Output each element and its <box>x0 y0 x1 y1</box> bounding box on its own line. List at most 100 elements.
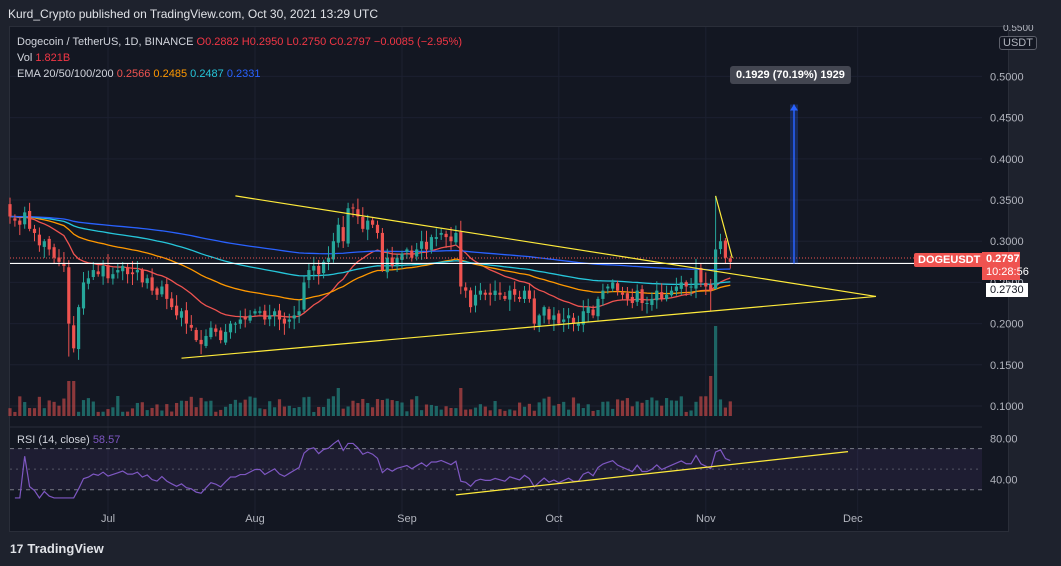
candle-body <box>307 270 311 281</box>
volume-bar <box>718 399 723 416</box>
volume-bar <box>375 399 380 416</box>
candle-body <box>616 283 620 291</box>
volume-bar <box>77 411 81 416</box>
volume-bar <box>380 399 384 416</box>
ema200-line <box>9 215 731 271</box>
candle-body <box>62 263 66 266</box>
candle-body <box>165 284 169 299</box>
candle-body <box>503 296 507 299</box>
rsi-layer[interactable]: 80.00 40.00 <box>10 433 1018 499</box>
time-tick-label: Aug <box>245 513 265 525</box>
volume-bar <box>581 408 585 416</box>
ema-label[interactable]: EMA 20/50/100/200 <box>17 68 114 80</box>
candle-body <box>375 224 380 233</box>
candle-body <box>8 204 12 217</box>
candle-body <box>645 303 649 305</box>
candle-body <box>32 228 37 233</box>
candle-body <box>317 265 321 275</box>
volume-bar <box>611 408 615 416</box>
candle-body <box>121 265 125 272</box>
candle-body <box>405 249 409 252</box>
volume-bar <box>116 396 120 416</box>
volume-bar <box>371 407 375 416</box>
time-tick-label: Nov <box>696 513 716 525</box>
volume-bar <box>640 402 644 416</box>
currency-unit-button[interactable]: USDT <box>999 36 1037 50</box>
volume-bar <box>253 397 257 416</box>
candle-body <box>81 282 86 309</box>
candle-body <box>469 290 473 308</box>
volume-bar <box>571 397 576 416</box>
candle-body <box>547 309 551 320</box>
volume-bar <box>130 408 135 416</box>
candle-body <box>175 305 179 316</box>
measure-label[interactable]: 0.1929 (70.19%) 1929 <box>730 66 851 84</box>
candle-body <box>371 220 375 225</box>
symbol-name[interactable]: Dogecoin / TetherUS, 1D, BINANCE <box>17 36 194 48</box>
volume-bar <box>361 398 365 416</box>
candle-body <box>527 290 531 299</box>
volume-bar <box>660 405 664 416</box>
volume-bar <box>655 400 659 416</box>
volume-bar <box>346 406 350 416</box>
volume-bar <box>106 409 110 416</box>
candle-body <box>567 315 571 319</box>
volume-bar <box>444 406 448 416</box>
volume-bar <box>233 399 237 416</box>
volume-bar <box>576 403 580 416</box>
volume-bar <box>488 410 492 416</box>
candle-body <box>650 298 654 305</box>
volume-bar <box>439 409 443 416</box>
volume-layer <box>8 326 732 416</box>
volume-label[interactable]: Vol <box>17 52 33 64</box>
candle-body <box>219 330 223 341</box>
candle-body <box>385 257 389 273</box>
volume-bar <box>513 410 517 416</box>
candle-body <box>488 292 492 295</box>
candle-body <box>518 296 522 299</box>
candle-body <box>498 292 502 295</box>
volume-bar <box>704 396 708 416</box>
candle-body <box>655 290 659 301</box>
volume-bar <box>86 398 90 416</box>
drawing-layer[interactable] <box>10 104 982 359</box>
volume-bar <box>669 400 674 416</box>
candle-body <box>674 286 678 291</box>
candle-body <box>91 270 95 278</box>
volume-bar <box>209 400 213 416</box>
candle-layer[interactable] <box>8 195 732 360</box>
symbol-legend: Dogecoin / TetherUS, 1D, BINANCE O0.2882… <box>17 36 462 48</box>
volume-bar <box>351 400 355 416</box>
candle-body <box>694 270 698 289</box>
candle-body <box>228 323 233 333</box>
candle-body <box>346 208 350 244</box>
candle-body <box>395 257 399 267</box>
candle-body <box>277 310 282 320</box>
volume-bar <box>366 403 370 416</box>
candle-body <box>52 247 56 258</box>
candle-body <box>611 282 615 289</box>
volume-bar <box>243 399 247 416</box>
candle-body <box>704 282 708 287</box>
volume-bar <box>508 409 512 416</box>
tradingview-logo-icon[interactable]: 17 <box>10 541 24 556</box>
footer-brand[interactable]: TradingView <box>27 541 104 556</box>
volume-bar <box>302 397 306 416</box>
candle-body <box>116 270 120 273</box>
volume-bar <box>522 406 527 416</box>
candle-body <box>214 328 218 332</box>
candle-body <box>150 277 154 291</box>
volume-bar <box>567 409 571 416</box>
volume-bar <box>434 405 438 416</box>
volume-bar <box>557 403 561 416</box>
volume-bar <box>464 409 468 416</box>
rsi-label[interactable]: RSI (14, close) <box>17 434 90 446</box>
last-price-badge: 0.2797 10:28:56 <box>982 252 1029 280</box>
candle-body <box>287 319 291 322</box>
price-tick-label: 0.3000 <box>990 236 1024 248</box>
volume-bar <box>395 401 399 416</box>
candle-body <box>424 241 429 250</box>
volume-bar <box>665 398 669 416</box>
candle-body <box>630 296 634 304</box>
